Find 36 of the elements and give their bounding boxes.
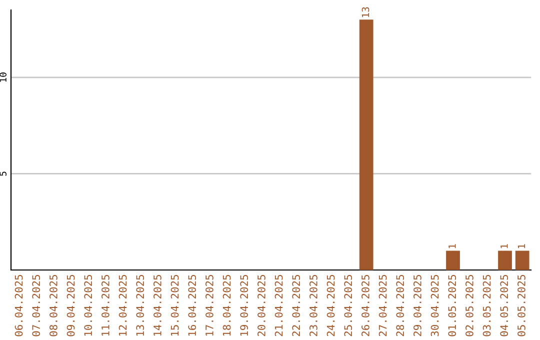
x-tick-label: 11.04.2025 — [102, 275, 110, 336]
x-tick-label: 04.05.2025 — [500, 275, 508, 336]
x-tick-label: 23.04.2025 — [310, 275, 318, 336]
x-tick-label: 14.04.2025 — [154, 275, 162, 336]
x-tick-label: 17.04.2025 — [206, 275, 214, 336]
x-tick-label: 26.04.2025 — [362, 275, 370, 336]
x-tick-label: 30.04.2025 — [430, 275, 439, 336]
data-label: 1 — [518, 244, 526, 248]
data-label: 13 — [362, 7, 370, 18]
x-tick-label: 02.05.2025 — [466, 275, 474, 336]
x-tick-label: 03.05.2025 — [482, 275, 491, 336]
x-tick-label: 16.04.2025 — [188, 275, 196, 336]
x-tick-label: 01.05.2025 — [448, 275, 456, 336]
x-tick-label: 24.04.2025 — [326, 275, 335, 336]
x-tick-label: 28.04.2025 — [396, 275, 404, 336]
x-tick-label: 05.05.2025 — [518, 275, 526, 336]
x-tick-label: 29.04.2025 — [414, 275, 422, 336]
x-tick-label: 07.04.2025 — [32, 275, 40, 336]
x-tick-label: 20.04.2025 — [258, 275, 266, 336]
x-tick-label: 15.04.2025 — [170, 275, 179, 336]
x-tick-label: 27.04.2025 — [378, 275, 387, 336]
x-tick-label: 13.04.2025 — [136, 275, 144, 336]
x-tick-label: 25.04.2025 — [344, 275, 352, 336]
x-tick-label: 06.04.2025 — [14, 275, 23, 336]
x-tick-label: 21.04.2025 — [274, 275, 283, 336]
y-tick-label: 5 — [0, 172, 6, 176]
x-tick-label: 12.04.2025 — [118, 275, 127, 336]
x-tick-label: 10.04.2025 — [84, 275, 92, 336]
data-label: 1 — [448, 244, 456, 248]
x-tick-label: 09.04.2025 — [66, 275, 75, 336]
y-tick-label: 10 — [0, 72, 6, 82]
x-tick-label: 22.04.2025 — [292, 275, 300, 336]
x-tick-label: 08.04.2025 — [50, 275, 58, 336]
data-label: 1 — [500, 244, 508, 248]
x-tick-label: 19.04.2025 — [240, 275, 248, 336]
x-tick-label: 18.04.2025 — [222, 275, 231, 336]
